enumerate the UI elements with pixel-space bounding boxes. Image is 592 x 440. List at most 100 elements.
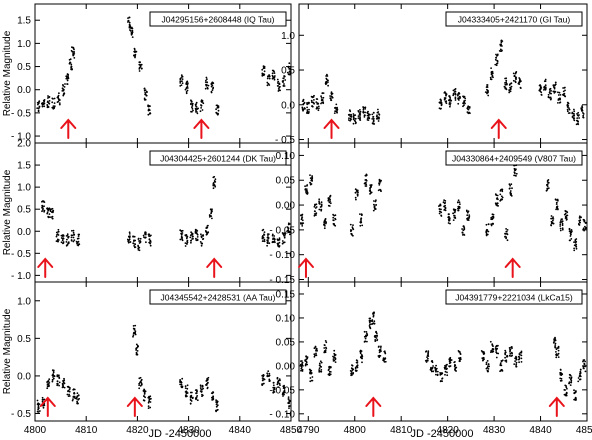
data-point — [431, 360, 434, 362]
data-point — [202, 235, 205, 237]
data-point — [300, 367, 303, 370]
data-point — [440, 208, 442, 211]
data-point — [306, 190, 309, 193]
data-point — [46, 383, 49, 386]
data-point — [452, 219, 455, 222]
data-point — [185, 391, 188, 393]
data-point — [55, 231, 58, 234]
data-point — [453, 214, 455, 217]
data-point — [277, 379, 280, 382]
y-axis-label: Relative Magnitude — [2, 169, 13, 255]
data-point — [334, 214, 337, 217]
data-point — [71, 46, 73, 49]
data-point — [320, 209, 323, 212]
data-point — [215, 111, 218, 114]
data-point — [262, 240, 264, 243]
light-curve-panel-5: 1.0 0.5 0.0 - 0.5 4800 4810 4820 4830 4840 4850 Re… — [2, 281, 303, 436]
data-point — [180, 235, 183, 238]
x-tick-label: 4820 — [126, 425, 149, 436]
data-point — [267, 82, 270, 85]
data-point — [432, 365, 434, 367]
data-point — [490, 78, 493, 81]
data-point — [205, 76, 208, 79]
data-point — [330, 95, 333, 98]
data-point — [506, 83, 508, 86]
data-point — [373, 312, 375, 314]
data-point — [485, 363, 488, 366]
data-point — [371, 320, 374, 323]
data-point — [301, 106, 304, 109]
y-tick-label: 0.0 — [17, 371, 31, 382]
data-point — [504, 235, 507, 238]
data-point — [184, 234, 187, 237]
data-point — [144, 89, 147, 91]
data-point — [500, 360, 503, 362]
data-point — [271, 234, 274, 237]
data-point — [364, 106, 367, 109]
data-point — [374, 334, 376, 337]
data-point — [142, 399, 145, 402]
data-point — [316, 103, 319, 105]
data-point — [577, 115, 580, 117]
observation-series-3 — [179, 376, 219, 413]
data-point — [200, 104, 203, 107]
data-point — [431, 366, 434, 369]
data-point — [48, 102, 51, 105]
data-point — [196, 112, 199, 115]
data-point — [277, 386, 280, 388]
data-point — [46, 387, 49, 390]
data-point — [448, 365, 451, 368]
data-point — [440, 211, 443, 214]
data-point — [52, 369, 55, 372]
data-point — [379, 349, 382, 352]
data-point — [37, 403, 40, 406]
data-point — [56, 375, 59, 378]
data-point — [508, 354, 511, 357]
data-point — [441, 377, 444, 380]
data-point — [57, 374, 60, 377]
dip-arrow — [548, 396, 565, 417]
data-point — [441, 380, 443, 383]
data-point — [584, 365, 586, 368]
data-point — [540, 91, 543, 94]
data-point — [325, 75, 327, 77]
data-point — [206, 84, 208, 86]
data-point — [492, 350, 495, 353]
data-point — [144, 91, 147, 94]
data-point — [444, 100, 447, 103]
data-point — [261, 74, 264, 77]
observation-series-1 — [36, 369, 80, 413]
data-point — [55, 235, 58, 238]
data-point — [43, 105, 46, 108]
data-point — [520, 351, 522, 354]
data-point — [143, 97, 146, 100]
data-point — [349, 370, 352, 372]
observation-series-4 — [261, 370, 292, 409]
data-point — [283, 75, 286, 78]
data-point — [500, 188, 503, 191]
data-point — [196, 395, 199, 397]
data-point — [573, 247, 575, 250]
data-point — [273, 76, 276, 78]
data-point — [557, 94, 560, 96]
data-point — [556, 205, 558, 208]
data-point — [195, 397, 198, 400]
observation-series-2 — [349, 173, 382, 237]
data-point — [439, 102, 442, 104]
data-point — [576, 117, 579, 119]
y-tick-label: - 0.5 — [11, 409, 31, 420]
data-point — [327, 369, 330, 371]
observation-series-4 — [485, 164, 518, 242]
data-point — [552, 222, 555, 225]
data-point — [70, 239, 73, 242]
data-point — [196, 230, 199, 232]
data-point — [384, 360, 387, 363]
data-point — [211, 217, 213, 220]
data-point — [313, 99, 315, 101]
data-point — [309, 377, 312, 379]
data-point — [274, 241, 276, 244]
data-point — [438, 208, 441, 210]
data-point — [328, 201, 331, 204]
data-point — [192, 396, 194, 399]
data-point — [313, 94, 315, 97]
